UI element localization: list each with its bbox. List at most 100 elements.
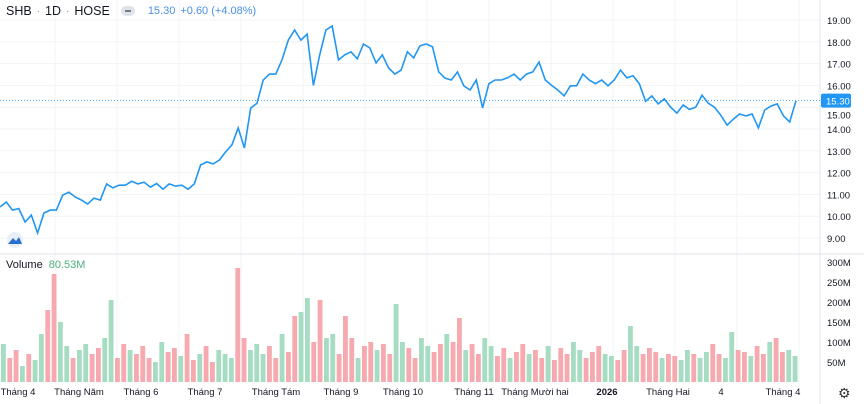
volume-bar bbox=[406, 348, 412, 382]
volume-bar bbox=[127, 350, 133, 382]
price-tick-label: 10.00 bbox=[827, 212, 851, 223]
settings-gear-icon[interactable]: ⚙ bbox=[838, 385, 851, 401]
volume-bar bbox=[742, 352, 747, 382]
volume-bar bbox=[317, 300, 323, 382]
volume-bar bbox=[748, 356, 754, 382]
volume-bar bbox=[222, 354, 228, 382]
volume-bar bbox=[659, 358, 665, 382]
volume-bar bbox=[248, 350, 253, 382]
volume-bar bbox=[767, 342, 773, 382]
volume-bar bbox=[571, 342, 576, 382]
volume-bar bbox=[653, 352, 659, 382]
volume-bar bbox=[355, 358, 361, 382]
volume-bar bbox=[197, 354, 203, 382]
volume-bar bbox=[374, 350, 380, 382]
volume-bar bbox=[704, 352, 709, 382]
volume-bar bbox=[64, 346, 70, 382]
time-axis-label: Tháng Tám bbox=[252, 387, 300, 398]
volume-bar bbox=[267, 346, 272, 382]
volume-bar bbox=[216, 350, 222, 382]
interval[interactable]: 1D bbox=[45, 4, 62, 18]
volume-bar bbox=[273, 358, 279, 382]
volume-bar bbox=[564, 354, 570, 382]
time-axis-label: Tháng 4 bbox=[1, 387, 36, 398]
volume-bar bbox=[58, 322, 63, 382]
volume-bar bbox=[678, 360, 684, 382]
price-tick-label: 16.00 bbox=[827, 81, 851, 92]
time-axis-label: Tháng 6 bbox=[124, 387, 159, 398]
volume-bar bbox=[203, 346, 209, 382]
volume-bar bbox=[159, 342, 165, 382]
volume-bar bbox=[577, 350, 583, 382]
price-line bbox=[0, 24, 797, 236]
volume-bar bbox=[153, 362, 158, 382]
volume-tick-label: 100M bbox=[827, 338, 851, 349]
volume-bar bbox=[102, 338, 108, 382]
volume-bar bbox=[754, 346, 760, 382]
volume-bar bbox=[438, 344, 443, 382]
time-axis-label: Tháng 10 bbox=[383, 387, 423, 398]
volume-bar bbox=[773, 338, 779, 382]
volume-bar bbox=[412, 358, 418, 382]
volume-bar bbox=[634, 346, 640, 382]
volume-bar bbox=[716, 354, 722, 382]
volume-bar bbox=[13, 350, 19, 382]
volume-bar bbox=[336, 354, 342, 382]
time-axis-label: Tháng Hai bbox=[646, 387, 690, 398]
volume-bar bbox=[45, 310, 51, 382]
last-price-label: 15.30 bbox=[826, 97, 850, 108]
collapse-legend-button[interactable] bbox=[120, 6, 135, 16]
volume-bar bbox=[476, 354, 481, 382]
volume-bar bbox=[609, 356, 614, 382]
volume-bar bbox=[83, 344, 89, 382]
volume-bar bbox=[488, 346, 494, 382]
time-axis-label: Tháng Mười hai bbox=[501, 387, 569, 398]
volume-legend: Volume 80.53M bbox=[6, 259, 85, 271]
volume-bar bbox=[710, 344, 716, 382]
tradingview-logo-icon[interactable] bbox=[5, 232, 25, 248]
volume-bar bbox=[621, 350, 627, 382]
volume-bar bbox=[590, 352, 595, 382]
volume-bar bbox=[457, 318, 462, 382]
volume-bar bbox=[324, 338, 329, 382]
volume-bar bbox=[235, 268, 241, 382]
volume-bar bbox=[533, 350, 538, 382]
volume-bar bbox=[368, 342, 374, 382]
volume-bar bbox=[108, 300, 114, 382]
volume-bar bbox=[89, 354, 95, 382]
volume-bar bbox=[121, 344, 127, 382]
price-tick-label: 18.00 bbox=[827, 38, 851, 49]
volume-value: 80.53M bbox=[48, 259, 86, 271]
volume-bar bbox=[260, 354, 266, 382]
separator-dot: · bbox=[66, 5, 70, 17]
volume-bar bbox=[685, 350, 690, 382]
volume-bar bbox=[292, 316, 298, 382]
volume-bar bbox=[666, 354, 671, 382]
volume-bar bbox=[615, 360, 621, 382]
volume-bar bbox=[115, 358, 120, 382]
symbol-legend: SHB · 1D · HOSE 15.30 +0.60 (+4.08%) bbox=[6, 4, 256, 18]
volume-bar bbox=[191, 360, 196, 382]
volume-bar bbox=[279, 334, 285, 382]
time-axis-label: 2026 bbox=[596, 387, 617, 398]
volume-bar bbox=[343, 316, 348, 382]
price-tick-label: 14.00 bbox=[827, 125, 851, 136]
volume-bar bbox=[431, 352, 437, 382]
volume-tick-label: 300M bbox=[827, 258, 851, 269]
volume-bar bbox=[140, 346, 146, 382]
volume-bar bbox=[165, 352, 171, 382]
volume-bar bbox=[539, 358, 545, 382]
volume-bar bbox=[393, 304, 399, 382]
price-tick-label: 9.00 bbox=[827, 234, 846, 245]
volume-bar bbox=[691, 354, 697, 382]
volume-label: Volume bbox=[6, 259, 43, 271]
volume-bar bbox=[419, 338, 424, 382]
time-axis-label: Tháng Năm bbox=[54, 387, 104, 398]
volume-bar bbox=[602, 354, 608, 382]
volume-bar bbox=[729, 332, 735, 382]
volume-bar bbox=[735, 350, 741, 382]
time-axis-label: Tháng 7 bbox=[188, 387, 223, 398]
volume-bar bbox=[558, 348, 564, 382]
volume-bar bbox=[146, 358, 152, 382]
